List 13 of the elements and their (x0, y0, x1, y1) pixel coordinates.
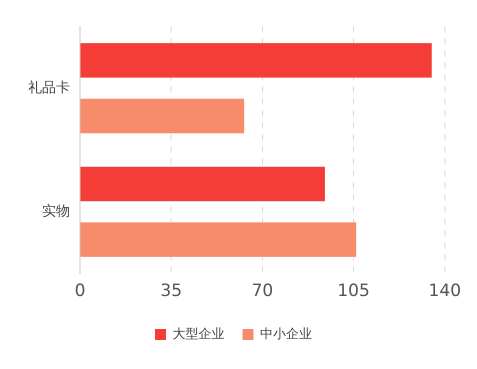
bar (80, 43, 432, 78)
bar (80, 166, 325, 202)
y-tick-label: 礼品卡 (28, 80, 70, 96)
x-tick-label: 0 (74, 281, 86, 302)
legend-label: 中小企业 (260, 326, 312, 342)
legend-label: 大型企业 (172, 326, 224, 342)
bar (80, 222, 356, 257)
x-tick-label: 105 (337, 281, 370, 302)
y-tick-label: 实物 (42, 203, 70, 220)
bar (80, 98, 244, 134)
x-tick-label: 70 (252, 281, 274, 302)
x-tick-label: 140 (428, 281, 462, 302)
x-tick-label: 35 (160, 281, 182, 302)
